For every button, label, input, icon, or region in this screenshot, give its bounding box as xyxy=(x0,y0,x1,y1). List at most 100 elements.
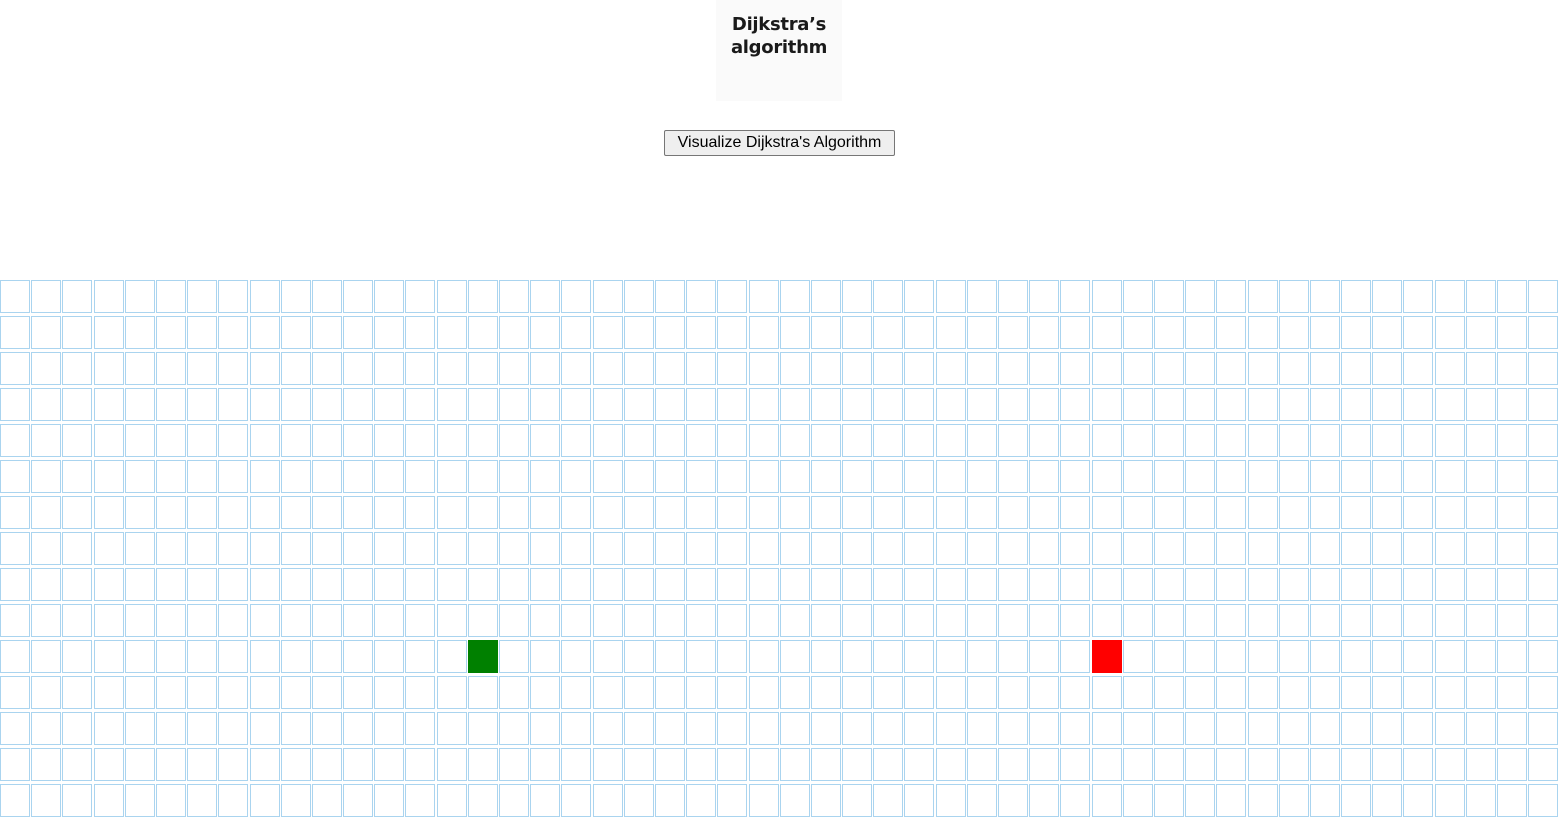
grid-node[interactable] xyxy=(936,460,966,493)
grid-node[interactable] xyxy=(1185,604,1215,637)
grid-node[interactable] xyxy=(780,604,810,637)
grid-node[interactable] xyxy=(62,676,92,709)
grid-node[interactable] xyxy=(1372,388,1402,421)
grid-node[interactable] xyxy=(94,532,124,565)
grid-node[interactable] xyxy=(1185,460,1215,493)
grid-node[interactable] xyxy=(530,496,560,529)
grid-node[interactable] xyxy=(967,352,997,385)
grid-node[interactable] xyxy=(1123,352,1153,385)
grid-node[interactable] xyxy=(936,280,966,313)
grid-node[interactable] xyxy=(1466,532,1496,565)
grid-node[interactable] xyxy=(1248,280,1278,313)
grid-node[interactable] xyxy=(593,532,623,565)
grid-node[interactable] xyxy=(561,676,591,709)
grid-node[interactable] xyxy=(156,676,186,709)
grid-node[interactable] xyxy=(405,532,435,565)
grid-node[interactable] xyxy=(343,712,373,745)
grid-node[interactable] xyxy=(967,676,997,709)
grid-node[interactable] xyxy=(374,748,404,781)
grid-node[interactable] xyxy=(374,604,404,637)
grid-node[interactable] xyxy=(811,532,841,565)
grid-node[interactable] xyxy=(1466,460,1496,493)
grid-node[interactable] xyxy=(250,280,280,313)
grid-node[interactable] xyxy=(842,712,872,745)
grid-node[interactable] xyxy=(904,568,934,601)
grid-node[interactable] xyxy=(0,460,30,493)
grid-node[interactable] xyxy=(936,532,966,565)
grid-node[interactable] xyxy=(187,748,217,781)
grid-node[interactable] xyxy=(281,676,311,709)
grid-node[interactable] xyxy=(1497,496,1527,529)
grid-node[interactable] xyxy=(904,316,934,349)
grid-node[interactable] xyxy=(1092,388,1122,421)
grid-node[interactable] xyxy=(1497,568,1527,601)
grid-node[interactable] xyxy=(1497,532,1527,565)
grid-node[interactable] xyxy=(530,604,560,637)
grid-node[interactable] xyxy=(967,424,997,457)
grid-node[interactable] xyxy=(749,352,779,385)
grid-node[interactable] xyxy=(717,460,747,493)
grid-node[interactable] xyxy=(1372,280,1402,313)
grid-node[interactable] xyxy=(1497,712,1527,745)
grid-node[interactable] xyxy=(125,388,155,421)
grid-node[interactable] xyxy=(1154,496,1184,529)
grid-node[interactable] xyxy=(624,640,654,673)
grid-node[interactable] xyxy=(842,604,872,637)
grid-node[interactable] xyxy=(1060,748,1090,781)
grid-node[interactable] xyxy=(686,784,716,817)
grid-node[interactable] xyxy=(1497,280,1527,313)
grid-node[interactable] xyxy=(1248,388,1278,421)
grid-node[interactable] xyxy=(873,712,903,745)
grid-node[interactable] xyxy=(468,280,498,313)
grid-node[interactable] xyxy=(1341,712,1371,745)
grid-node[interactable] xyxy=(405,676,435,709)
grid-node[interactable] xyxy=(1279,316,1309,349)
grid-node[interactable] xyxy=(811,388,841,421)
grid-node[interactable] xyxy=(94,424,124,457)
grid-node[interactable] xyxy=(499,280,529,313)
grid-node[interactable] xyxy=(686,604,716,637)
grid-node[interactable] xyxy=(218,712,248,745)
grid-node[interactable] xyxy=(655,352,685,385)
grid-node[interactable] xyxy=(218,496,248,529)
grid-node[interactable] xyxy=(374,460,404,493)
grid-node[interactable] xyxy=(842,388,872,421)
grid-node[interactable] xyxy=(1092,424,1122,457)
grid-node[interactable] xyxy=(1060,568,1090,601)
grid-node[interactable] xyxy=(125,712,155,745)
grid-node[interactable] xyxy=(1216,784,1246,817)
grid-node[interactable] xyxy=(31,424,61,457)
grid-node[interactable] xyxy=(1248,568,1278,601)
grid-node[interactable] xyxy=(1279,424,1309,457)
grid-node[interactable] xyxy=(187,712,217,745)
grid-node[interactable] xyxy=(1060,424,1090,457)
grid-node[interactable] xyxy=(1435,532,1465,565)
grid-node[interactable] xyxy=(1154,784,1184,817)
grid-node[interactable] xyxy=(31,352,61,385)
grid-node[interactable] xyxy=(1279,784,1309,817)
grid-node[interactable] xyxy=(749,640,779,673)
grid-node[interactable] xyxy=(281,784,311,817)
grid-node[interactable] xyxy=(312,604,342,637)
grid-node[interactable] xyxy=(842,496,872,529)
grid-node[interactable] xyxy=(468,316,498,349)
grid-node[interactable] xyxy=(31,676,61,709)
grid-node[interactable] xyxy=(873,748,903,781)
grid-node[interactable] xyxy=(1528,748,1558,781)
grid-node[interactable] xyxy=(1310,352,1340,385)
grid-node[interactable] xyxy=(312,388,342,421)
grid-node[interactable] xyxy=(405,604,435,637)
grid-node[interactable] xyxy=(780,316,810,349)
grid-node[interactable] xyxy=(967,316,997,349)
grid-node[interactable] xyxy=(873,640,903,673)
grid-node[interactable] xyxy=(125,640,155,673)
grid-node[interactable] xyxy=(1060,604,1090,637)
grid-node[interactable] xyxy=(1092,460,1122,493)
grid-node[interactable] xyxy=(405,784,435,817)
grid-node[interactable] xyxy=(281,388,311,421)
grid-node[interactable] xyxy=(94,712,124,745)
grid-node[interactable] xyxy=(624,604,654,637)
grid-node[interactable] xyxy=(967,280,997,313)
grid-node[interactable] xyxy=(530,424,560,457)
grid-node[interactable] xyxy=(593,604,623,637)
